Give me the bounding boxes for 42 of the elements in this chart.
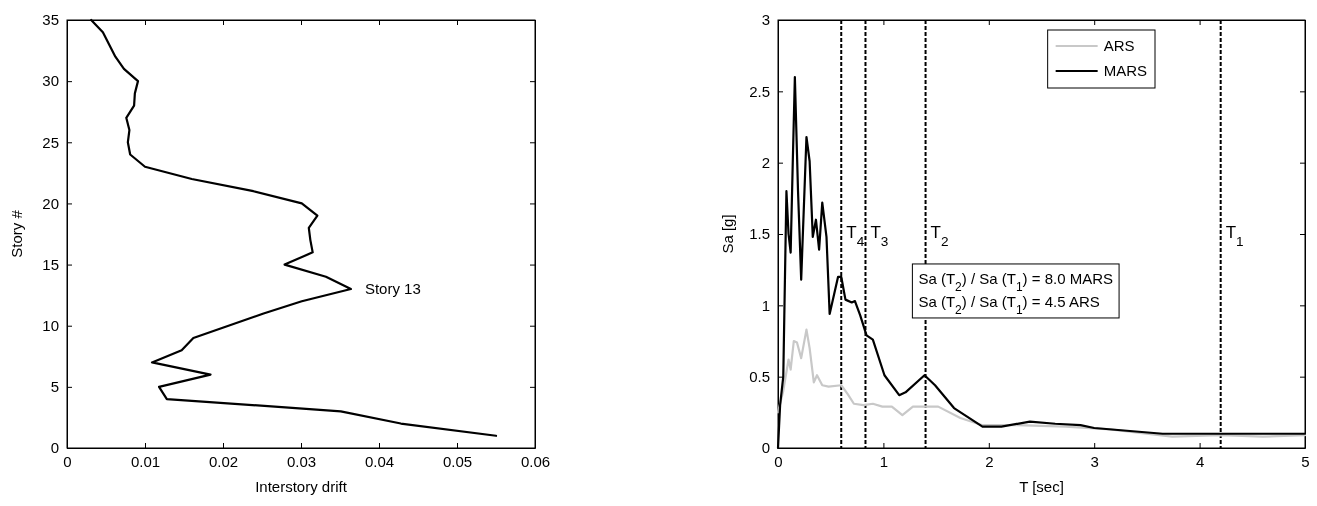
y-tick-label: 15 — [42, 255, 59, 273]
ref-line-label: T$_{1}$ — [1225, 223, 1244, 249]
legend-label: ARS — [1103, 37, 1135, 54]
ref-line-label: T$_{2}$ — [930, 223, 949, 249]
x-tick-label: 4 — [1195, 452, 1205, 470]
y-axis-title: Sa [g] — [719, 214, 736, 254]
y-tick-label: 1 — [761, 296, 770, 314]
annotation: Story 13 — [364, 280, 421, 298]
y-tick-label: 2.5 — [749, 82, 770, 100]
legend-label: MARS — [1103, 62, 1147, 79]
y-tick-label: 2 — [761, 153, 770, 171]
y-tick-label: 35 — [42, 11, 59, 29]
y-tick-label: 30 — [42, 72, 59, 90]
x-tick-label: 0.03 — [286, 452, 317, 470]
x-tick-label: 0.01 — [130, 452, 161, 470]
y-tick-label: 25 — [42, 133, 59, 151]
y-tick-label: 0.5 — [749, 367, 770, 385]
y-tick-label: 20 — [42, 194, 59, 212]
ref-line-label: T$_{4}$ — [846, 223, 865, 249]
y-tick-label: 0 — [50, 439, 59, 457]
y-axis-title: Story # — [8, 209, 25, 258]
y-tick-label: 5 — [50, 378, 59, 396]
annotation: Sa (T$_{2}$) / Sa (T$_{1}$) = 8.0 MARS — [918, 269, 1114, 294]
ref-line-label: T$_{3}$ — [870, 223, 889, 249]
x-tick-label: 0 — [774, 452, 783, 470]
x-tick-label: 1 — [879, 452, 889, 470]
x-tick-label: 0.02 — [208, 452, 239, 470]
line-series — [776, 328, 1307, 438]
y-tick-label: 0 — [761, 439, 770, 457]
x-tick-label: 0.06 — [520, 452, 551, 470]
x-tick-label: 5 — [1301, 452, 1310, 470]
x-axis-title: Interstory drift — [255, 478, 348, 495]
x-tick-label: 0.04 — [364, 452, 395, 470]
annotation: Sa (T$_{2}$) / Sa (T$_{1}$) = 4.5 ARS — [918, 292, 1100, 317]
x-tick-label: 3 — [1090, 452, 1099, 470]
y-tick-label: 1.5 — [749, 225, 770, 243]
y-tick-label: 10 — [42, 317, 59, 335]
x-axis-title: T [sec] — [1019, 478, 1064, 495]
y-tick-label: 3 — [761, 11, 770, 29]
x-tick-label: 0 — [63, 452, 72, 470]
x-tick-label: 2 — [985, 452, 994, 470]
x-tick-label: 0.05 — [442, 452, 473, 470]
